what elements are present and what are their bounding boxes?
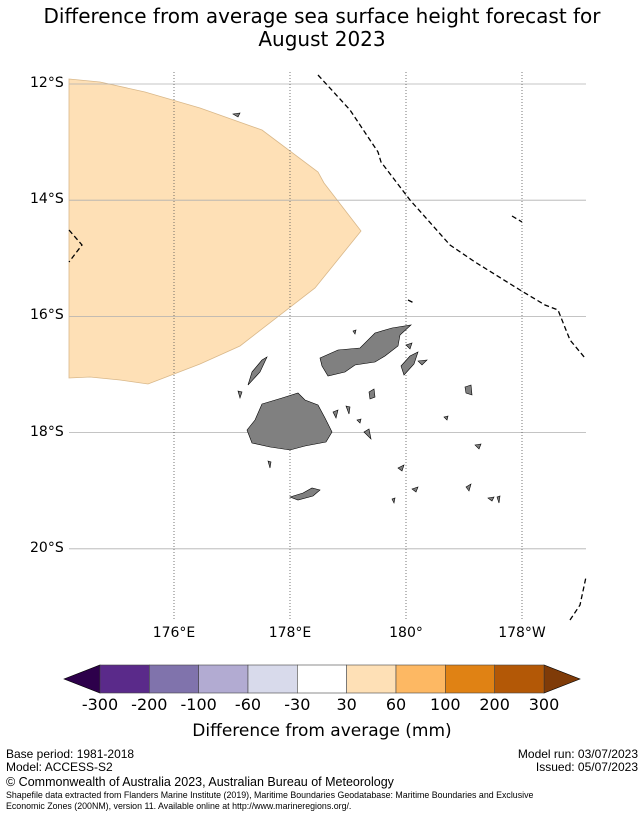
island-taveuni: [400, 351, 419, 376]
colorbar-segment: [445, 664, 495, 694]
island-vanua-levu: [319, 324, 412, 377]
model-run: Model run: 03/07/2023: [517, 747, 638, 761]
lat-tick-label: 18°S: [30, 423, 64, 440]
colorbar-segment: [346, 664, 397, 694]
colorbar-tick-label: 300: [528, 695, 560, 714]
colorbar-segment: [99, 664, 150, 694]
lon-tick-label: 176°E: [152, 625, 196, 641]
colorbar-segment: [247, 664, 298, 694]
lat-tick-label: 12°S: [30, 75, 64, 91]
base-period: Base period: 1981-2018: [6, 747, 135, 761]
colorbar-segment: [198, 664, 249, 694]
eez-boundary: [68, 74, 587, 621]
colorbar: [63, 664, 581, 694]
colorbar-under-triangle: [63, 664, 101, 694]
colorbar-segment: [297, 664, 347, 694]
lat-tick-label: 16°S: [30, 307, 64, 324]
colorbar-segment: [494, 664, 545, 694]
lat-tick-label: 14°S: [30, 191, 64, 208]
colorbar-tick-label: -200: [131, 695, 168, 714]
lon-tick-label: 178°E: [268, 625, 312, 641]
model: Model: ACCESS-S2: [6, 760, 113, 774]
colorbar-tick-label: -300: [81, 695, 119, 714]
lon-tick-label: 178°W: [498, 625, 546, 641]
issued: Issued: 05/07/2023: [535, 760, 638, 774]
gridlines: [69, 72, 586, 620]
fiji-islands: [232, 112, 501, 504]
island-viti-levu: [246, 392, 333, 451]
colorbar-tick-label: 100: [430, 695, 461, 714]
colorbar-tick-label: 60: [385, 695, 407, 714]
chart-title-line1: Difference from average sea surface heig…: [43, 4, 601, 28]
island-kadavu: [289, 487, 321, 501]
colorbar-tick-label: 200: [479, 695, 510, 714]
shapefile-credit-1: Shapefile data extracted from Flanders M…: [6, 790, 534, 801]
colorbar-tick-label: -100: [180, 695, 217, 714]
colorbar-label: Difference from average (mm): [192, 721, 452, 741]
lon-tick-label: 180°: [389, 625, 423, 641]
colorbar-segment: [395, 664, 446, 694]
shaded-region: [68, 78, 362, 385]
colorbar-tick-label: -30: [284, 695, 311, 714]
shapefile-credit-2: Economic Zones (200NM), version 11. Avai…: [6, 801, 352, 812]
lat-tick-label: 20°S: [30, 539, 64, 556]
colorbar-segment: [149, 664, 199, 694]
colorbar-over-triangle: [543, 664, 581, 694]
chart-title-line2: August 2023: [258, 27, 386, 51]
colorbar-tick-label: -60: [234, 695, 262, 714]
colorbar-tick-label: 30: [336, 695, 357, 714]
copyright: © Commonwealth of Australia 2023, Austra…: [6, 775, 394, 789]
